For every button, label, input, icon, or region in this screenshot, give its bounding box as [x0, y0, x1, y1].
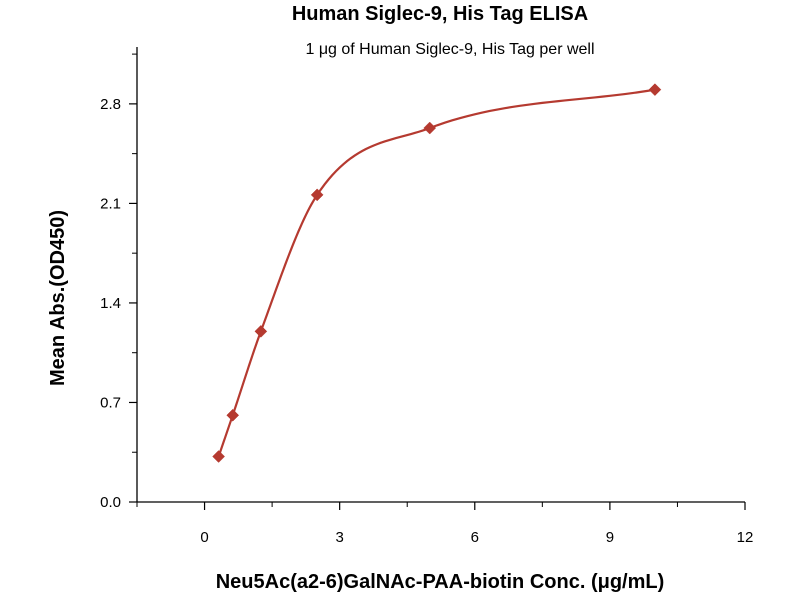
x-axis-label: Neu5Ac(a2-6)GalNAc-PAA-biotin Conc. (μg/…: [216, 571, 665, 593]
y-tick-label: 1.4: [100, 295, 121, 312]
data-point-marker: [423, 121, 437, 135]
y-axis-label: Mean Abs.(OD450): [47, 210, 69, 386]
data-point-marker: [226, 408, 240, 422]
x-tick-label: 9: [606, 529, 614, 546]
x-tick-label: 12: [737, 529, 754, 546]
y-tick-label: 2.1: [100, 195, 121, 212]
x-tick-label: 0: [200, 529, 208, 546]
data-point-marker: [648, 83, 662, 97]
data-point-marker: [254, 325, 268, 338]
plot-area: 0 3 6 9 12 0.0 0.7 1.4 2.1 2.8: [100, 47, 753, 546]
y-tick-label: 2.8: [100, 96, 121, 113]
x-tick-label: 6: [471, 529, 479, 546]
data-point-marker: [310, 188, 324, 202]
data-point-marker: [212, 450, 225, 463]
y-tick-label: 0.0: [100, 494, 121, 511]
x-tick-label: 3: [335, 529, 343, 546]
fit-curve-line: [217, 88, 656, 457]
y-tick-label: 0.7: [100, 394, 121, 411]
chart-subtitle: 1 μg of Human Siglec-9, His Tag per well: [305, 41, 594, 58]
chart-title: Human Siglec-9, His Tag ELISA: [292, 3, 588, 25]
